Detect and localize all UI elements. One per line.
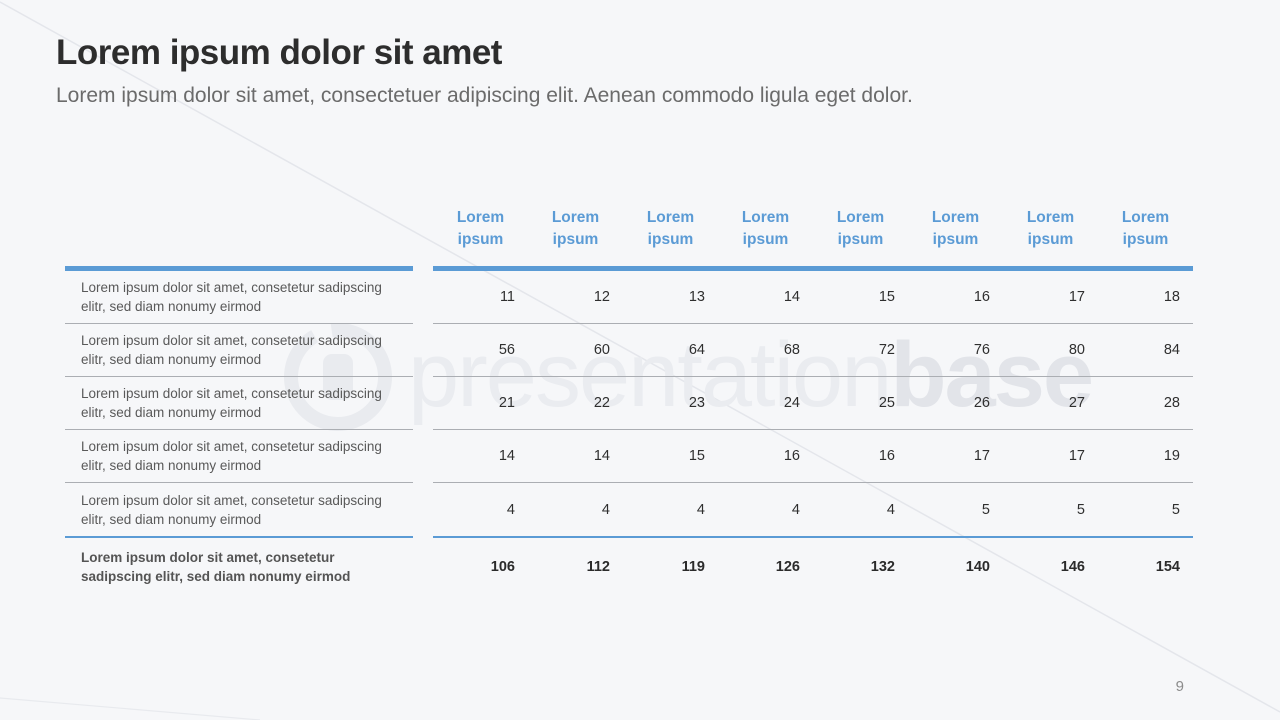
slide-subtitle: Lorem ipsum dolor sit amet, consectetuer… xyxy=(56,84,913,107)
column-header: Lorem ipsum xyxy=(741,209,790,248)
header-accent-rule xyxy=(65,266,1193,271)
row-label: Lorem ipsum dolor sit amet, consetetur s… xyxy=(81,492,382,527)
cell-value: 5 xyxy=(1076,501,1085,518)
cell-value: 26 xyxy=(908,377,1003,430)
cell-value: 14 xyxy=(528,430,623,483)
total-value: 154 xyxy=(1155,559,1180,575)
cell-value: 16 xyxy=(908,271,1003,324)
cell-value: 14 xyxy=(433,430,528,483)
cell-value: 18 xyxy=(1098,271,1193,324)
row-label: Lorem ipsum dolor sit amet, consetetur s… xyxy=(65,430,413,483)
row-label: Lorem ipsum dolor sit amet, consetetur s… xyxy=(65,271,413,324)
data-table: Lorem ipsum Lorem ipsum Lorem ipsum Lore… xyxy=(65,195,1193,596)
watermark-text: presentationbase xyxy=(408,329,1094,421)
column-header: Lorem ipsum xyxy=(646,209,695,248)
cell-value: 21 xyxy=(433,377,528,430)
cell-value: 12 xyxy=(528,271,623,324)
cell-value: 23 xyxy=(623,377,718,430)
total-value: 140 xyxy=(965,559,990,575)
presentationbase-logo-icon xyxy=(284,323,392,431)
total-value: 146 xyxy=(1060,559,1085,575)
cell-value: 22 xyxy=(528,377,623,430)
cell-value: 11 xyxy=(433,271,528,324)
cell-value: 4 xyxy=(506,501,515,518)
column-header: Lorem ipsum xyxy=(931,209,980,248)
cell-value: 4 xyxy=(601,501,610,518)
cell-value: 15 xyxy=(623,430,718,483)
cell-value: 68 xyxy=(718,324,813,377)
cell-value: 16 xyxy=(813,430,908,483)
cell-value: 84 xyxy=(1098,324,1193,377)
column-header: Lorem ipsum xyxy=(836,209,885,248)
cell-value: 60 xyxy=(528,324,623,377)
column-header: Lorem ipsum xyxy=(1121,209,1170,248)
table-row: Lorem ipsum dolor sit amet, consetetur s… xyxy=(65,271,1193,324)
cell-value: 5 xyxy=(981,501,990,518)
cell-value: 4 xyxy=(696,501,705,518)
total-accent-rule xyxy=(65,536,1193,538)
column-header: Lorem ipsum xyxy=(551,209,600,248)
cell-value: 14 xyxy=(718,271,813,324)
table-row: Lorem ipsum dolor sit amet, consetetur s… xyxy=(65,430,1193,483)
slide-title: Lorem ipsum dolor sit amet xyxy=(56,33,502,72)
column-header: Lorem ipsum xyxy=(1026,209,1075,248)
cell-value: 17 xyxy=(1003,271,1098,324)
row-label: Lorem ipsum dolor sit amet, consetetur s… xyxy=(65,377,413,430)
watermark-text-light: presentation xyxy=(408,324,892,426)
page-number: 9 xyxy=(1175,678,1184,695)
total-value: 112 xyxy=(586,559,610,575)
cell-value: 4 xyxy=(791,501,800,518)
cell-value: 76 xyxy=(908,324,1003,377)
cell-value: 27 xyxy=(1003,377,1098,430)
cell-value: 16 xyxy=(718,430,813,483)
total-value: 119 xyxy=(681,559,705,575)
table-row: Lorem ipsum dolor sit amet, consetetur s… xyxy=(65,324,1193,377)
total-value: 106 xyxy=(490,559,515,575)
cell-value: 5 xyxy=(1171,501,1180,518)
total-value: 126 xyxy=(775,559,800,575)
cell-value: 4 xyxy=(886,501,895,518)
cell-value: 17 xyxy=(1003,430,1098,483)
watermark-text-bold: base xyxy=(890,324,1094,426)
cell-value: 15 xyxy=(813,271,908,324)
cell-value: 17 xyxy=(908,430,1003,483)
cell-value: 19 xyxy=(1098,430,1193,483)
cell-value: 56 xyxy=(433,324,528,377)
watermark: presentationbase xyxy=(282,316,1094,434)
cell-value: 28 xyxy=(1098,377,1193,430)
total-value: 132 xyxy=(870,559,895,575)
row-label: Lorem ipsum dolor sit amet, consetetur s… xyxy=(65,324,413,377)
cell-value: 64 xyxy=(623,324,718,377)
cell-value: 13 xyxy=(623,271,718,324)
table-row: Lorem ipsum dolor sit amet, consetetur s… xyxy=(65,377,1193,430)
table-row: Lorem ipsum dolor sit amet, consetetur s… xyxy=(65,483,1193,536)
column-header: Lorem ipsum xyxy=(456,209,505,248)
total-row-label: Lorem ipsum dolor sit amet, consetetur s… xyxy=(81,550,351,584)
table-total-row: Lorem ipsum dolor sit amet, consetetur s… xyxy=(65,538,1193,596)
cell-value: 24 xyxy=(718,377,813,430)
cell-value: 80 xyxy=(1003,324,1098,377)
cell-value: 25 xyxy=(813,377,908,430)
cell-value: 72 xyxy=(813,324,908,377)
table-header-row: Lorem ipsum Lorem ipsum Lorem ipsum Lore… xyxy=(65,195,1193,266)
